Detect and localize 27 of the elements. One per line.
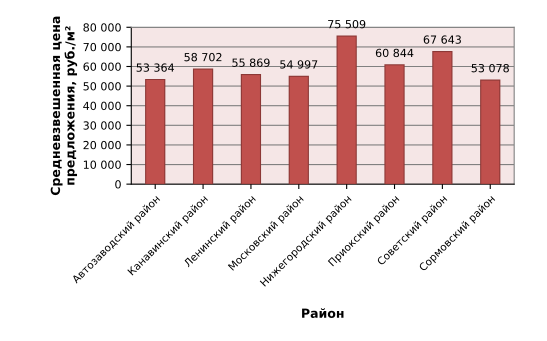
data-label: 54 997: [280, 60, 318, 69]
data-label: 75 509: [328, 20, 366, 28]
y-tick-label: 60 000: [83, 62, 121, 71]
data-label: 60 844: [376, 48, 414, 58]
data-label: 67 643: [424, 35, 461, 44]
y-tick-label: 10 000: [84, 160, 121, 169]
bar: [480, 80, 500, 184]
data-label: 53 364: [136, 63, 174, 72]
y-axis-title: Средневзвешенная цена предложения, руб./м²: [50, 16, 78, 196]
bar: [336, 36, 357, 184]
y-tick-label: 70 000: [84, 42, 121, 52]
data-label: 58 702: [184, 52, 222, 62]
x-axis-title: Район: [302, 308, 344, 318]
bar: [432, 50, 453, 184]
y-tick-label: 0: [115, 180, 121, 189]
y-tick-label: 20 000: [83, 140, 121, 150]
y-tick-label: 80 000: [83, 23, 121, 32]
y-tick-label: 50 000: [84, 82, 121, 90]
y-tick-label: 40 000: [83, 102, 121, 110]
data-label: 53 078: [472, 64, 509, 72]
bar: [288, 76, 309, 184]
data-label: 55 869: [232, 58, 270, 67]
y-tick-label: 30 000: [84, 121, 121, 130]
bar: [192, 68, 214, 184]
bar: [240, 74, 262, 184]
bar: [145, 78, 166, 184]
bar: [384, 64, 405, 184]
